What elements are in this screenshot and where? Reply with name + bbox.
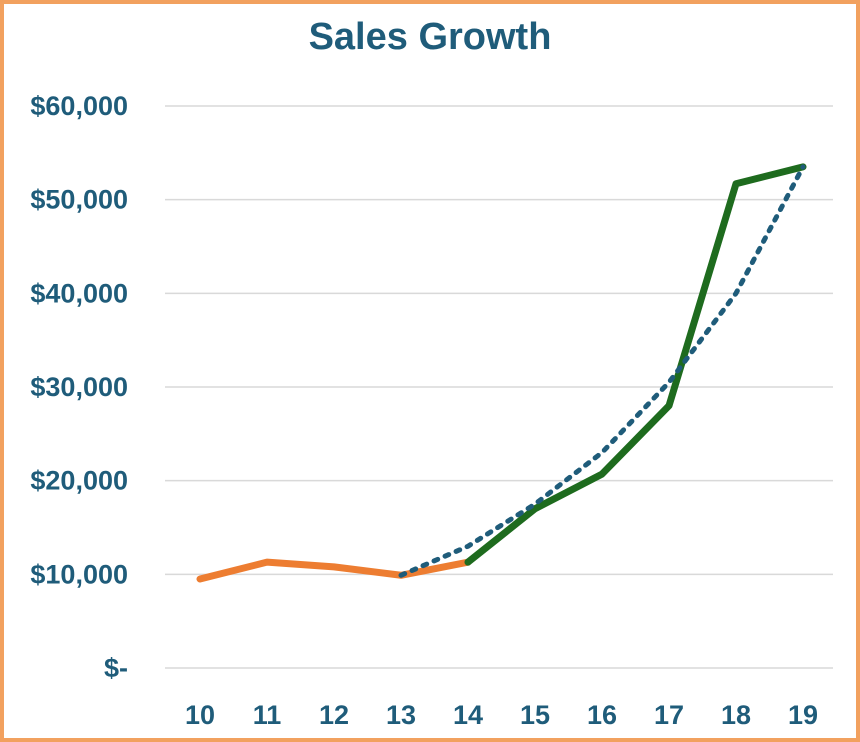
y-tick-label: $60,000	[30, 91, 128, 121]
y-axis-labels: $- $10,000 $20,000 $30,000 $40,000 $50,000 $60…	[30, 91, 128, 683]
y-tick-label: $20,000	[30, 466, 128, 496]
y-tick-label: $10,000	[30, 559, 128, 589]
x-tick-label: 11	[253, 700, 282, 730]
x-tick-label: 19	[788, 700, 818, 730]
x-tick-label: 13	[386, 700, 416, 730]
x-tick-label: 12	[319, 700, 349, 730]
y-tick-label: $40,000	[30, 278, 128, 308]
trend-line-dotted	[398, 164, 806, 578]
gridlines	[165, 105, 833, 669]
x-tick-label: 10	[185, 700, 215, 730]
x-tick-label: 16	[587, 700, 617, 730]
x-tick-label: 17	[654, 700, 684, 730]
x-tick-label: 15	[520, 700, 550, 730]
series-line-1	[464, 163, 807, 566]
x-tick-label: 18	[721, 700, 751, 730]
y-tick-label: $30,000	[30, 372, 128, 402]
x-axis-labels: 10 11 12 13 14 15 16 17 18 19	[185, 700, 818, 730]
series-line-0	[196, 558, 472, 583]
x-tick-label: 14	[453, 700, 483, 730]
y-tick-label: $-	[104, 653, 128, 683]
y-tick-label: $50,000	[30, 185, 128, 215]
chart-title: Sales Growth	[308, 16, 552, 58]
series-lines	[196, 163, 807, 583]
